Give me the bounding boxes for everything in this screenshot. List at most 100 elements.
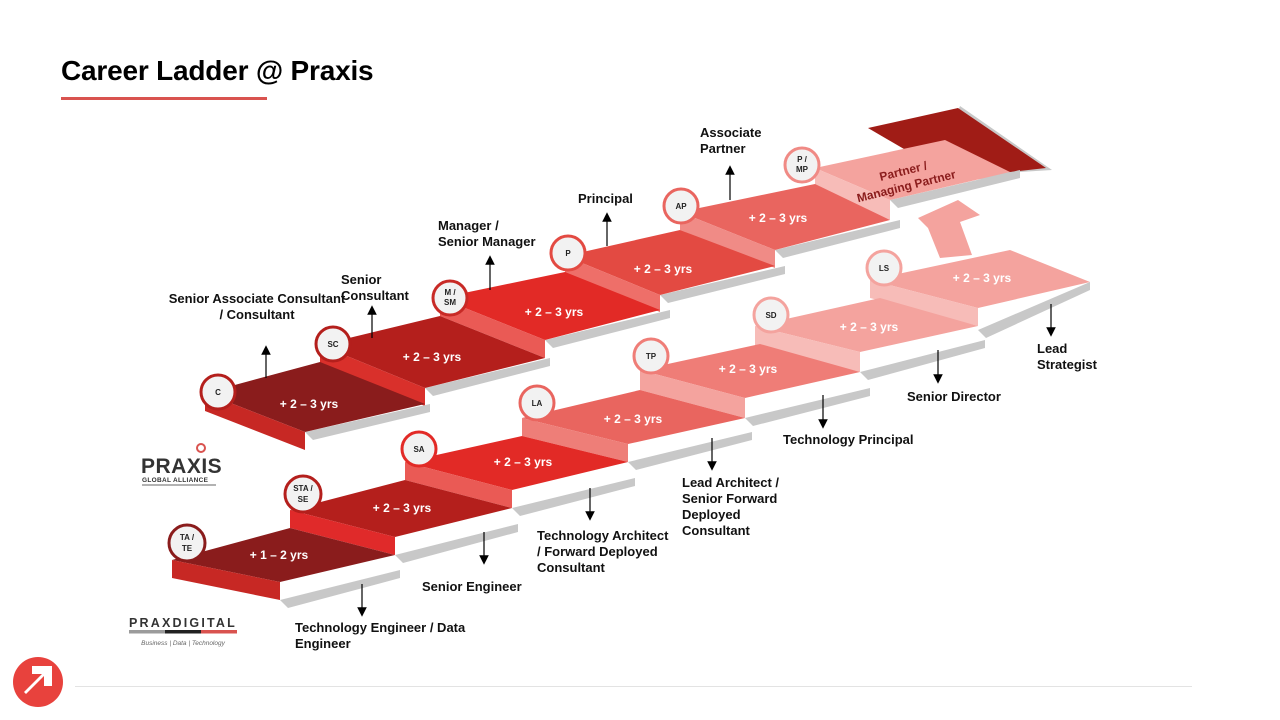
role-label-p: Principal [578,191,633,206]
bottom-step-7-shadow [978,282,1090,338]
badge-c: C [199,373,237,411]
badge-p: P [549,234,587,272]
badge-ta-te-line2: TE [182,544,193,553]
top-step-2-top [320,316,545,388]
badge-m-sm-line2: SM [444,298,456,307]
badge-m-sm-line1: M / [444,288,456,297]
bottom-step-4-duration: + 2 – 3 yrs [604,412,663,426]
top-step-1-face [205,393,305,450]
bottom-step-3-face [405,462,512,508]
bottom-step-3-shadow [512,478,635,516]
top-step-1-top [205,362,425,432]
svg-text:TP: TP [646,352,657,361]
role-label-ap: Associate Partner [700,125,761,156]
role-label-sc: Senior Consultant [341,272,410,303]
svg-text:SC: SC [327,340,338,349]
badge-sc: SC [314,325,352,363]
role-label-sa: Technology Architect / Forward Deployed Co… [537,528,669,575]
top-step-4-top [565,230,775,295]
top-step-3-duration: + 2 – 3 yrs [525,305,584,319]
praxdigital-logo: PRAXDIGITAL Business | Data | Technology [129,616,237,647]
bottom-step-5-shadow [745,388,870,426]
top-step-2-duration: + 2 – 3 yrs [403,350,462,364]
bottom-step-7-duration: + 2 – 3 yrs [953,271,1012,285]
top-step-1-duration: + 2 – 3 yrs [280,397,339,411]
mid-up-arrow [918,200,980,258]
top-step-2-face [320,345,425,406]
role-label-tate: Technology Engineer / Data Engineer [295,620,466,651]
badge-ta-te: TA / TE [167,523,207,563]
top-step-6-shadow [890,170,1020,208]
badge-ap: AP [662,187,700,225]
top-step-6-face [815,168,890,220]
role-labels: Senior Associate Consultant / Consultant … [169,125,1098,651]
top-arrow-head [868,108,1046,172]
badge-m-sm: M / SM [431,279,469,317]
badge-ta-te-line1: TA / [180,533,195,542]
role-label-c: Senior Associate Consultant / Consultant [169,291,346,322]
top-step-3-shadow [545,310,670,348]
corner-logo-arrow-icon [24,666,52,694]
bottom-step-4-top [522,390,745,444]
praxis-logo: PRAXIS GLOBAL ALLIANCE [141,443,222,486]
bottom-step-6-top [755,298,978,352]
bottom-step-6-face [755,326,860,372]
svg-text:LS: LS [879,264,890,273]
top-step-4-shadow [660,266,785,303]
role-arrows [261,165,1056,617]
top-step-6-top [815,140,1010,200]
page-title: Career Ladder @ Praxis [61,55,374,86]
bottom-step-5-face [640,370,745,418]
praxdigital-bar-black [165,630,201,634]
bottom-step-2-face [290,510,395,555]
title-underline [61,97,267,100]
svg-text:P: P [565,249,571,258]
bottom-step-7-top [870,250,1090,308]
praxdigital-bar-grey [129,630,165,634]
badge-ls: LS [865,249,903,287]
top-step-5-top [680,184,890,250]
praxdigital-bar-red [201,630,237,634]
badge-sd: SD [752,296,790,334]
top-step-3-top [440,272,660,340]
badge-p-mp: P / MP [783,146,821,184]
top-step-2-shadow [425,358,550,396]
badge-p-mp-line2: MP [796,165,809,174]
top-step-5-face [680,212,775,268]
praxdigital-logo-name: PRAXDIGITAL [129,616,237,630]
bottom-step-1-shadow [280,570,400,608]
top-step-3-face [440,298,545,358]
badge-p-mp-line1: P / [797,155,807,164]
top-step-5-duration: + 2 – 3 yrs [749,211,808,225]
role-label-tp: Technology Principal [783,432,914,447]
svg-text:SD: SD [765,311,776,320]
bottom-step-4-face [522,418,628,462]
role-label-msm: Manager / Senior Manager [438,218,536,249]
bottom-step-2-duration: + 2 – 3 yrs [373,501,432,515]
badge-la: LA [518,384,556,422]
bottom-step-2-top [290,480,512,537]
bottom-step-7-face [870,280,978,326]
top-step-4-duration: + 2 – 3 yrs [634,262,693,276]
svg-text:AP: AP [675,202,687,211]
bottom-step-1-duration: + 1 – 2 yrs [250,548,309,562]
bottom-step-4-shadow [628,432,752,470]
badge-tp: TP [632,337,670,375]
bottom-step-3-duration: + 2 – 3 yrs [494,455,553,469]
praxis-logo-mark [196,443,206,453]
bottom-step-3-top [405,436,628,490]
duration-labels: + 2 – 3 yrs + 2 – 3 yrs + 2 – 3 yrs + 2 … [250,211,1012,562]
footer-divider [75,686,1192,687]
badge-sta-se-line1: STA / [293,484,313,493]
svg-text:SA: SA [413,445,424,454]
praxis-logo-tagline: GLOBAL ALLIANCE [142,477,209,484]
bottom-step-1-top [172,528,395,582]
role-label-la: Lead Architect / Senior Forward Deployed Co… [682,475,779,538]
role-label-ls: Lead Strategist [1037,341,1098,372]
svg-text:C: C [215,388,221,397]
badge-sta-se: STA / SE [283,474,323,514]
badge-sta-se-line2: SE [298,495,309,504]
top-step-1-shadow [305,404,430,440]
bottom-step-6-shadow [860,340,985,380]
